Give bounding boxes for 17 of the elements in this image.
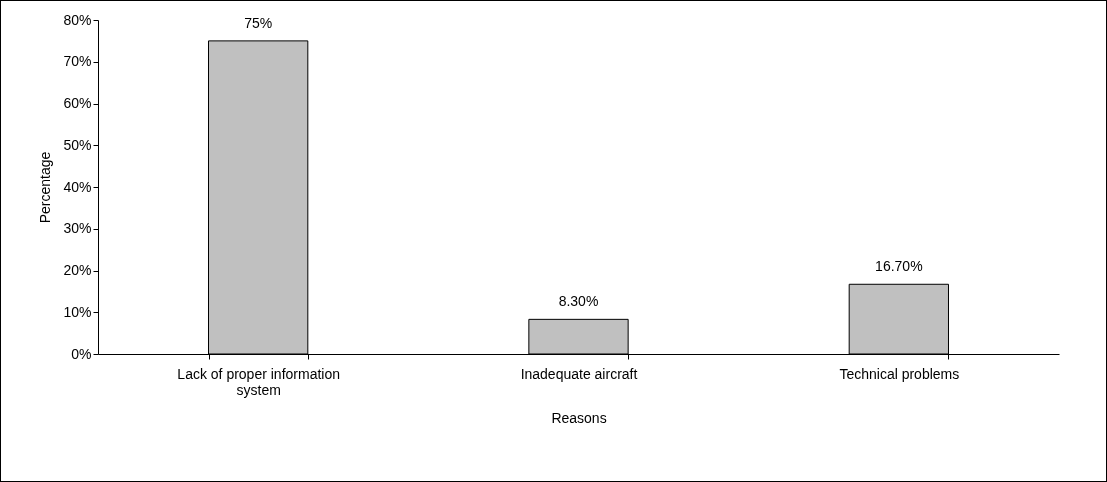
data-label: 8.30%: [558, 293, 599, 310]
data-label: 16.70%: [875, 258, 923, 275]
y-tick-label: 60%: [63, 95, 92, 111]
y-tick-label: 30%: [63, 220, 92, 237]
data-label: 75%: [244, 14, 273, 31]
y-tick-label: 0%: [71, 345, 92, 362]
y-axis-title: Percentage: [37, 151, 54, 224]
x-tick-label: Technical problems: [839, 365, 960, 382]
y-tick-label: 40%: [63, 178, 92, 195]
x-axis-title: Reasons: [551, 409, 607, 426]
y-tick-label: 70%: [63, 53, 92, 70]
x-tick-label: Lack of proper information system: [177, 365, 340, 398]
y-tick-label: 20%: [63, 262, 92, 278]
y-tick-label: 80%: [63, 11, 92, 28]
x-tick-label: Inadequate aircraft: [520, 365, 638, 382]
y-tick-label: 10%: [63, 303, 92, 320]
y-tick-label: 50%: [63, 136, 92, 153]
